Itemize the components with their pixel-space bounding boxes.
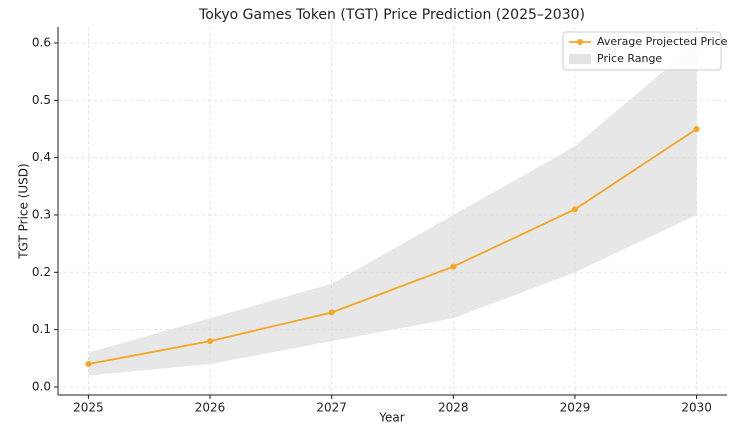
legend-label: Average Projected Price — [597, 35, 728, 48]
x-tick-label: 2027 — [316, 401, 347, 415]
data-point — [693, 126, 700, 133]
legend-marker — [577, 39, 583, 45]
legend-swatch — [569, 54, 591, 64]
x-tick-label: 2030 — [681, 401, 712, 415]
price-range-band — [88, 43, 697, 376]
legend-box — [562, 31, 722, 71]
x-tick-label: 2028 — [438, 401, 469, 415]
data-point — [207, 338, 214, 345]
y-tick-label: 0.5 — [32, 93, 51, 107]
y-tick-label: 0.4 — [32, 150, 51, 164]
legend-label: Price Range — [597, 52, 662, 65]
data-point — [328, 309, 335, 316]
y-tick-label: 0.0 — [32, 379, 51, 393]
x-tick-label: 2026 — [195, 401, 226, 415]
data-point — [450, 263, 457, 270]
data-point — [571, 206, 578, 213]
y-axis-label: TGT Price (USD) — [17, 163, 31, 259]
chart-title: Tokyo Games Token (TGT) Price Prediction… — [198, 7, 585, 23]
x-axis-label: Year — [378, 411, 404, 425]
x-tick-label: 2029 — [560, 401, 591, 415]
y-tick-label: 0.1 — [32, 322, 51, 336]
x-tick-label: 2025 — [73, 401, 104, 415]
average-line — [88, 128, 698, 365]
y-tick-label: 0.2 — [32, 265, 51, 279]
y-tick-label: 0.6 — [32, 36, 51, 50]
data-point — [85, 361, 92, 368]
y-tick-label: 0.3 — [32, 208, 51, 222]
